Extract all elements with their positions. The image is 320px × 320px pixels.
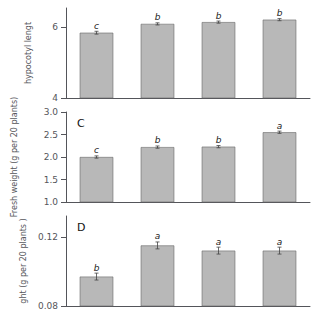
svg-text:0.12: 0.12 (38, 232, 58, 242)
svg-text:c: c (94, 21, 99, 31)
svg-text:Fresh weight (g per 20 plants): Fresh weight (g per 20 plants) (10, 97, 19, 217)
svg-text:ght (g per 20 plants ): ght (g per 20 plants ) (19, 218, 28, 303)
svg-text:1.5: 1.5 (44, 175, 58, 185)
svg-text:2.0: 2.0 (44, 152, 59, 162)
svg-text:b: b (155, 12, 161, 22)
svg-text:3.0: 3.0 (44, 107, 59, 117)
svg-text:b: b (155, 135, 161, 145)
svg-text:b: b (216, 135, 222, 145)
svg-text:0.08: 0.08 (38, 301, 58, 311)
svg-text:a: a (155, 231, 161, 241)
svg-text:6: 6 (52, 22, 58, 32)
svg-text:C: C (77, 117, 85, 130)
svg-text:b: b (94, 263, 100, 273)
svg-text:2.5: 2.5 (44, 130, 58, 140)
svg-text:4: 4 (52, 93, 58, 103)
svg-text:a: a (216, 237, 222, 247)
svg-text:c: c (94, 145, 99, 155)
svg-text:hypocotyl lengt: hypocotyl lengt (24, 22, 33, 84)
svg-text:1.0: 1.0 (44, 197, 59, 207)
svg-text:b: b (216, 11, 222, 21)
svg-text:b: b (277, 8, 283, 18)
svg-text:a: a (277, 237, 283, 247)
svg-text:D: D (77, 221, 85, 234)
svg-text:a: a (277, 121, 283, 131)
